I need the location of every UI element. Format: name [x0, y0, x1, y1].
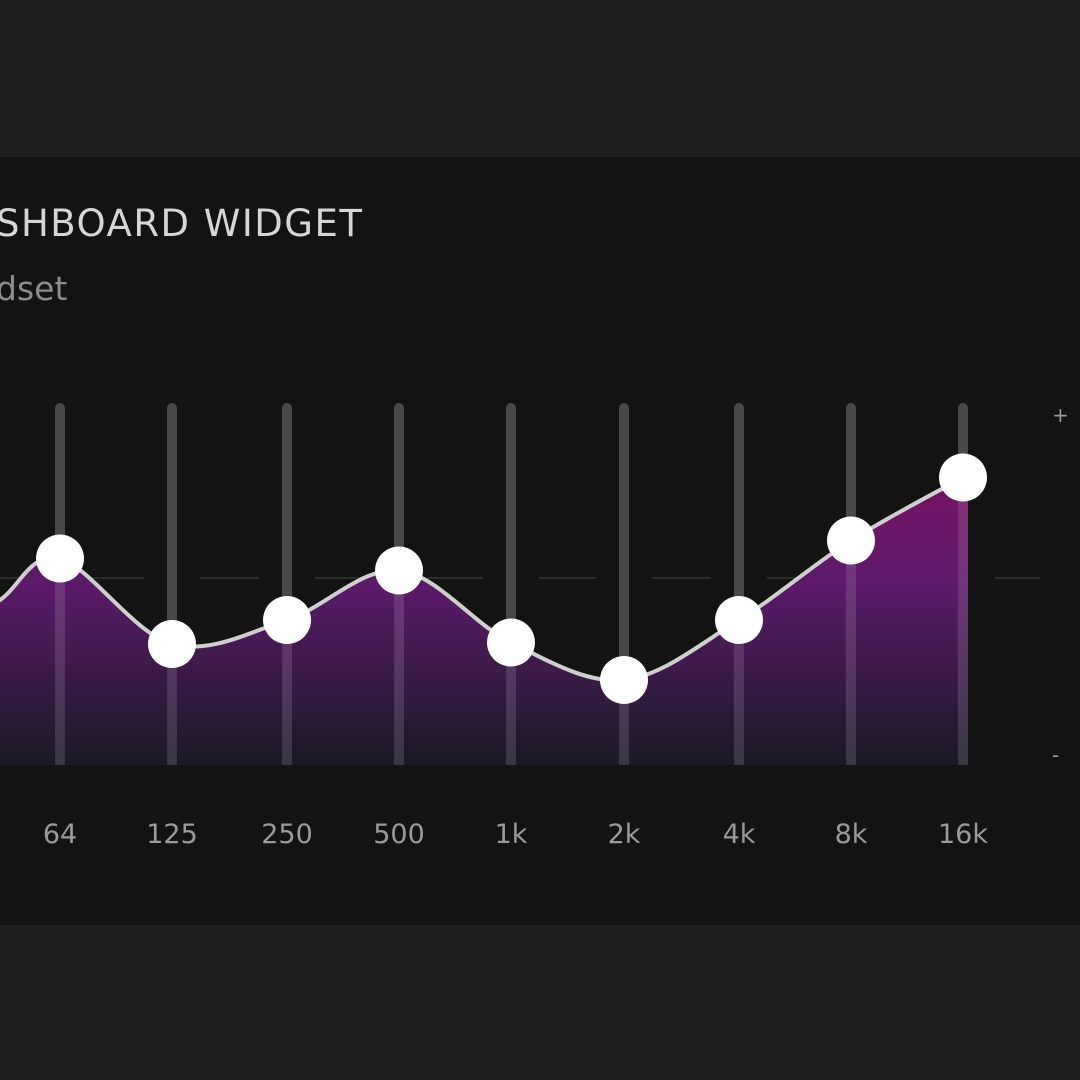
frequency-label: 125 — [146, 819, 198, 850]
slider-track-fill — [282, 620, 292, 765]
slider-knob-125[interactable] — [148, 620, 196, 668]
frequency-label: 64 — [43, 819, 77, 850]
slider-knob-16k[interactable] — [939, 453, 987, 502]
gain-minus-label: - — [1052, 743, 1060, 767]
slider-track-fill — [846, 540, 856, 765]
frequency-label: 500 — [373, 819, 425, 850]
frequency-label: 2k — [608, 819, 641, 850]
slider-knob-64[interactable] — [36, 534, 84, 583]
slider-knob-500[interactable] — [375, 546, 423, 595]
slider-track-fill — [619, 680, 629, 765]
slider-knob-1k[interactable] — [487, 618, 535, 667]
slider-knob-250[interactable] — [263, 596, 311, 644]
frequency-label: 4k — [723, 819, 756, 850]
slider-track-fill — [394, 570, 404, 765]
frequency-label: 250 — [261, 819, 313, 850]
eq-fill-area — [0, 477, 968, 765]
slider-knob-4k[interactable] — [715, 596, 763, 644]
slider-track-fill — [958, 477, 968, 765]
frequency-label: 8k — [835, 819, 868, 850]
slider-knob-2k[interactable] — [600, 656, 648, 704]
slider-track-fill — [734, 620, 744, 765]
frequency-label: 16k — [938, 819, 988, 850]
frequency-label: 1k — [495, 819, 528, 850]
gain-plus-label: + — [1052, 403, 1069, 427]
slider-track-fill — [506, 642, 516, 765]
widget-subtitle: dset — [0, 269, 68, 308]
slider-track-fill — [167, 644, 177, 765]
slider-knob-8k[interactable] — [827, 516, 875, 565]
widget-title: SHBOARD WIDGET — [0, 202, 364, 245]
slider-track-fill — [55, 558, 65, 765]
